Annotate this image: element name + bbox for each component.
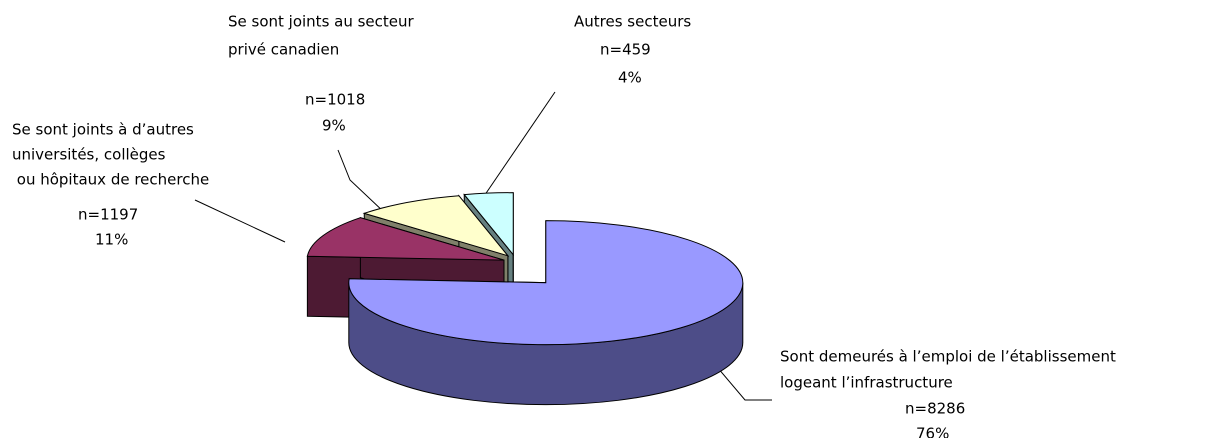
slice-label: ou hôpitaux de recherche xyxy=(12,171,209,189)
slice-label: Se sont joints au secteur xyxy=(228,13,415,31)
slice-label: universités, collèges xyxy=(12,146,166,164)
leader-line xyxy=(194,199,286,243)
slice xyxy=(306,217,505,261)
value-label: 4% xyxy=(618,69,642,87)
value-label: 9% xyxy=(322,117,346,135)
value-label: 76% xyxy=(916,425,949,438)
count-label: n=1018 xyxy=(305,91,365,109)
slice-label: privé canadien xyxy=(228,41,339,59)
leader-line xyxy=(477,91,556,206)
slice-label: logeant l’infrastructure xyxy=(780,374,953,392)
value-label: 11% xyxy=(95,231,128,249)
slice-label: Autres secteurs xyxy=(574,13,691,31)
count-label: n=459 xyxy=(600,41,651,59)
slice-label: Se sont joints à d’autres xyxy=(12,121,194,139)
slice xyxy=(463,192,514,257)
slice xyxy=(348,220,744,346)
slice-label: Sont demeurés à l’emploi de l’établissem… xyxy=(780,348,1116,366)
count-label: n=8286 xyxy=(905,400,965,418)
slice xyxy=(362,195,510,257)
leader-line xyxy=(337,149,386,214)
count-label: n=1197 xyxy=(78,206,138,224)
